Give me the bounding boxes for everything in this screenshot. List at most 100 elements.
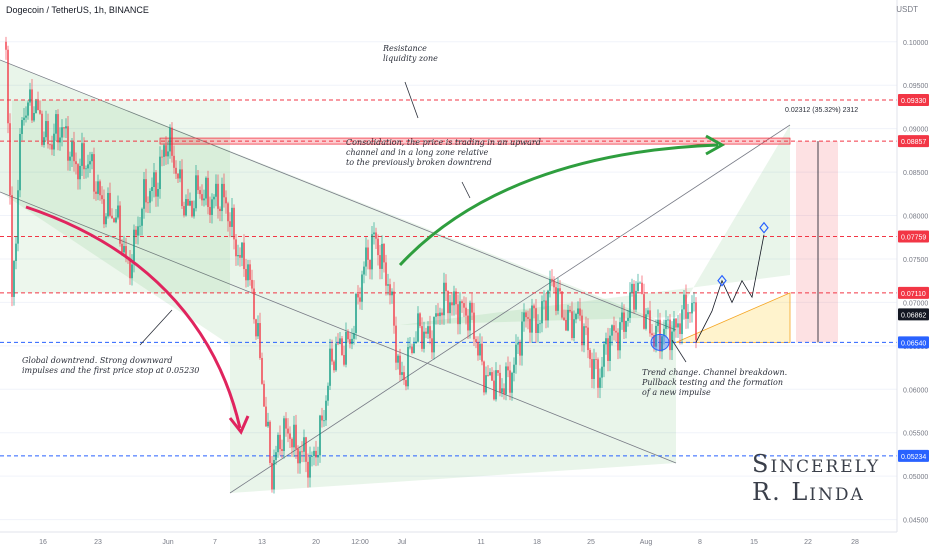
price-label-bg: [898, 308, 929, 321]
candle-body: [33, 112, 35, 121]
candle-body: [467, 315, 469, 331]
candle-body: [569, 309, 571, 312]
upward-channel-line: [229, 124, 791, 494]
target-marker-icon: [759, 221, 769, 234]
candle-body: [537, 323, 539, 333]
candle-body: [103, 199, 105, 225]
pointer-line: [461, 181, 471, 199]
candle-body: [505, 366, 507, 395]
candle-body: [551, 279, 553, 281]
candle-body: [237, 255, 239, 257]
candle-body: [253, 288, 255, 320]
candle-body: [577, 308, 579, 314]
candle-body: [55, 114, 57, 134]
candle-body: [51, 144, 53, 150]
candle-body: [157, 189, 159, 197]
candle-body: [165, 145, 167, 157]
candle-body: [201, 194, 203, 201]
candle-body: [333, 361, 335, 371]
candle-body: [67, 126, 69, 161]
candle-body: [589, 350, 591, 360]
x-tick-label: 25: [587, 539, 595, 546]
x-tick-label: 22: [804, 539, 812, 546]
candle-body: [147, 202, 149, 204]
candle-body: [621, 312, 623, 323]
candle-body: [155, 172, 157, 197]
target-zone: [796, 141, 838, 343]
candle-body: [197, 175, 199, 191]
candle-body: [335, 343, 337, 371]
annotation-consolidation: Consolidation, the price is trading in a…: [346, 138, 541, 167]
candle-body: [437, 313, 439, 317]
candle-body: [63, 127, 65, 129]
annotation-trend-change: Trend change. Channel breakdown. Pullbac…: [642, 368, 788, 397]
candle-body: [167, 151, 169, 157]
candle-body: [617, 332, 619, 351]
x-tick-label: Jun: [162, 539, 173, 546]
candle-body: [623, 312, 625, 332]
candle-body: [461, 301, 463, 304]
candle-body: [691, 302, 693, 314]
resistance-band: [159, 137, 791, 145]
candle-body: [175, 167, 177, 174]
candle-body: [211, 199, 213, 215]
y-tick-label: 0.04500: [903, 518, 928, 525]
candle-body: [159, 156, 161, 190]
price-label-bg: [898, 94, 929, 106]
candle-body: [531, 305, 533, 333]
candle-body: [263, 383, 265, 407]
candle-body: [37, 100, 39, 111]
candle-body: [449, 302, 451, 314]
candle-body: [93, 154, 95, 192]
candle-body: [81, 143, 83, 166]
candle-body: [205, 177, 207, 199]
price-label-bg: [898, 135, 929, 148]
candle-body: [499, 372, 501, 393]
candle-body: [573, 319, 575, 339]
candle-body: [131, 264, 133, 279]
candle-body: [563, 317, 565, 320]
candle-body: [541, 301, 543, 324]
candle-body: [429, 326, 431, 339]
x-tick-label: 13: [258, 539, 266, 546]
candle-body: [69, 156, 71, 161]
candle-body: [509, 370, 511, 393]
breakdown-marker: [650, 333, 670, 351]
ascending-triangle: [675, 292, 791, 343]
candle-body: [475, 339, 477, 343]
candle-body: [435, 313, 437, 317]
candle-body: [41, 113, 43, 145]
candle-body: [497, 370, 499, 373]
candle-body: [559, 288, 561, 292]
candle-body: [415, 341, 417, 344]
candle-body: [445, 282, 447, 292]
candle-body: [441, 312, 443, 316]
candle-body: [361, 274, 363, 302]
candle-body: [269, 421, 271, 463]
candle-body: [133, 229, 135, 265]
target-marker-icon: [717, 274, 727, 287]
candle-body: [517, 342, 519, 345]
candle-body: [261, 357, 263, 384]
candle-body: [87, 164, 89, 169]
candle-body: [241, 242, 243, 258]
candle-body: [447, 291, 449, 314]
candle-body: [591, 359, 593, 379]
candle-body: [409, 346, 411, 348]
candle-body: [115, 217, 117, 223]
candle-body: [233, 207, 235, 240]
candle-body: [107, 192, 109, 217]
candle-body: [17, 190, 19, 244]
candle-body: [419, 313, 421, 327]
candle-body: [645, 314, 647, 329]
candle-body: [151, 187, 153, 192]
green-curved-arrow: [398, 143, 719, 267]
candle-body: [357, 293, 359, 298]
candle-body: [297, 448, 299, 464]
candle-body: [235, 239, 237, 257]
candle-body: [485, 375, 487, 393]
x-tick-label: Aug: [640, 539, 653, 546]
candle-body: [251, 279, 253, 289]
candle-body: [575, 313, 577, 320]
